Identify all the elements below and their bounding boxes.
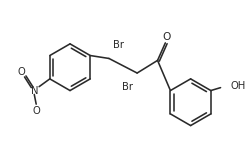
Text: Br: Br — [113, 40, 124, 50]
Text: O: O — [32, 106, 40, 116]
Text: OH: OH — [230, 81, 246, 91]
Text: N: N — [30, 86, 38, 96]
Text: O: O — [18, 67, 25, 77]
Text: O: O — [162, 32, 170, 42]
Text: Br: Br — [122, 82, 133, 92]
